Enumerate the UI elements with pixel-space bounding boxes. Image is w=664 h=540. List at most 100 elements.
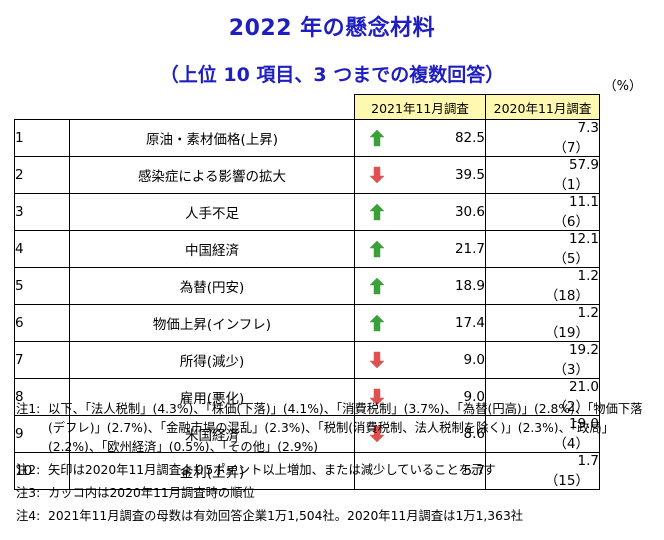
up-arrow-icon (369, 314, 385, 332)
rank-2020: （19） (544, 325, 589, 341)
value-2020-cell: 19.0 （4） (485, 415, 600, 453)
value-2021-cell: 8.6 (398, 415, 486, 453)
item-cell: 雇用(悪化) (69, 378, 355, 416)
value-2021-cell: 9.0 (398, 341, 486, 379)
value-2021-cell: 21.7 (398, 230, 486, 268)
table-row: 7 所得(減少) 9.0 19.2 （3） (14, 341, 600, 379)
rank-2020: （3） (553, 362, 589, 378)
value-2020: 1.2 (577, 305, 599, 321)
value-2020: 12.1 (568, 231, 599, 247)
item-cell: 原油・素材価格(上昇) (69, 119, 355, 157)
unit-label: （%） (603, 79, 642, 94)
chart-subtitle: （上位 10 項目、3 つまでの複数回答） (159, 64, 505, 86)
rank-cell: 7 (14, 341, 70, 379)
concerns-table: 2021年11月調査 2020年11月調査 1 原油・素材価格(上昇) 82.5 7.… (14, 94, 600, 490)
value-2021-cell: 17.4 (398, 304, 486, 342)
up-arrow-icon (369, 277, 385, 295)
value-2020: 19.0 (568, 416, 599, 432)
table-row: 4 中国経済 21.7 12.1 （5） (14, 230, 600, 268)
rank-2020: （18） (544, 288, 589, 304)
value-2020: 1.2 (577, 268, 599, 284)
table-row: 9 米国経済 8.6 19.0（4） (14, 415, 600, 453)
value-2020: 19.2 (568, 342, 599, 358)
table-row: 5 為替(円安) 18.9 1.2 （18） (14, 267, 600, 305)
trend-cell (354, 119, 399, 157)
item-cell: 所得(減少) (69, 341, 355, 379)
down-arrow-icon (369, 166, 385, 184)
rank-2020: （2） (553, 399, 589, 415)
trend-cell (354, 304, 399, 342)
table-row: 6 物価上昇(インフレ) 17.4 1.2 （19） (14, 304, 600, 342)
chart-title: 2022 年の懸念材料 (228, 16, 436, 41)
down-arrow-icon (369, 388, 385, 406)
rank-2020: （7） (553, 140, 589, 156)
note-label: 注4: (16, 509, 41, 523)
trend-cell (354, 415, 399, 453)
note-item: 注2: 矢印は2020年11月調査より5ポイント以上増加、または減少していることを… (16, 461, 656, 480)
value-2020: 1.7 (577, 453, 599, 469)
item-cell: 為替(円安) (69, 267, 355, 305)
rank-2020: （6） (553, 214, 589, 230)
value-2020: 7.3 (577, 120, 599, 136)
rank-cell: 2 (14, 156, 70, 194)
note-item: 注1: 以下、「法人税制」(4.3%)、「株価(下落)」(4.1%)、「消費税制」… (16, 400, 656, 457)
note-text: 2021年11月調査の母数は有効回答企業1万1,504社。2020年11月調査は… (48, 509, 524, 523)
note-label: 注3: (16, 486, 41, 500)
rank-cell: 8 (14, 378, 70, 416)
value-2021-cell: 39.5 (398, 156, 486, 194)
value-2020-cell: 1.7 （15） (485, 452, 600, 490)
up-arrow-icon (369, 203, 385, 221)
note-text: 矢印は2020年11月調査より5ポイント以上増加、または減少していることを示す (48, 463, 496, 477)
table-row: 10 金利(上昇) 5.7 1.7 （15） (14, 452, 600, 490)
note-item: 注4: 2021年11月調査の母数は有効回答企業1万1,504社。2020年11月… (16, 507, 656, 526)
table-row: 2 感染症による影響の拡大 39.5 57.9 （1） (14, 156, 600, 194)
note-item: 注3: カッコ内は2020年11月調査時の順位 (16, 484, 656, 503)
value-2021-cell: 82.5 (398, 119, 486, 157)
note-text: カッコ内は2020年11月調査時の順位 (48, 486, 255, 500)
item-cell: 物価上昇(インフレ) (69, 304, 355, 342)
value-2020-cell: 19.2 （3） (485, 341, 600, 379)
value-2020-cell: 7.3（7） (485, 119, 600, 157)
value-2021-cell: 5.7 (398, 452, 486, 490)
up-arrow-icon (369, 240, 385, 258)
value-2020-cell: 21.0 （2） (485, 378, 600, 416)
rank-cell: 10 (14, 452, 70, 490)
table-row: 1 原油・素材価格(上昇) 82.5 7.3（7） (14, 119, 600, 157)
item-cell: 感染症による影響の拡大 (69, 156, 355, 194)
note-label: 注1: (16, 402, 41, 416)
value-2020-cell: 1.2 （18） (485, 267, 600, 305)
rank-cell: 6 (14, 304, 70, 342)
value-2020: 21.0 (568, 379, 599, 395)
trend-cell (354, 193, 399, 231)
rank-cell: 3 (14, 193, 70, 231)
rank-2020: （4） (553, 436, 589, 452)
value-2020: 57.9 (568, 157, 599, 173)
item-cell: 中国経済 (69, 230, 355, 268)
down-arrow-icon (369, 425, 385, 443)
table-body: 1 原油・素材価格(上昇) 82.5 7.3（7） 2 感染症による影響の拡大 39.5 57… (14, 119, 600, 490)
rank-2020: （1） (553, 177, 589, 193)
item-cell: 金利(上昇) (69, 452, 355, 490)
trend-cell (354, 452, 399, 490)
header-2020: 2020年11月調査 (485, 94, 600, 120)
value-2020-cell: 11.1 （6） (485, 193, 600, 231)
trend-cell (354, 230, 399, 268)
rank-cell: 5 (14, 267, 70, 305)
header-2021: 2021年11月調査 (354, 94, 486, 120)
value-2020-cell: 12.1 （5） (485, 230, 600, 268)
rank-2020: （5） (553, 251, 589, 267)
value-2020-cell: 57.9 （1） (485, 156, 600, 194)
value-2020-cell: 1.2 （19） (485, 304, 600, 342)
trend-cell (354, 341, 399, 379)
value-2021-cell: 30.6 (398, 193, 486, 231)
trend-cell (354, 267, 399, 305)
rank-cell: 4 (14, 230, 70, 268)
header-blank (14, 94, 355, 120)
value-2020: 11.1 (568, 194, 599, 210)
notes-section: 注1: 以下、「法人税制」(4.3%)、「株価(下落)」(4.1%)、「消費税制」… (16, 400, 656, 526)
note-text: 以下、「法人税制」(4.3%)、「株価(下落)」(4.1%)、「消費税制」(3.… (48, 402, 643, 454)
table-row: 3 人手不足 30.6 11.1 （6） (14, 193, 600, 231)
rank-2020: （15） (544, 473, 589, 489)
trend-cell (354, 156, 399, 194)
value-2021-cell: 18.9 (398, 267, 486, 305)
